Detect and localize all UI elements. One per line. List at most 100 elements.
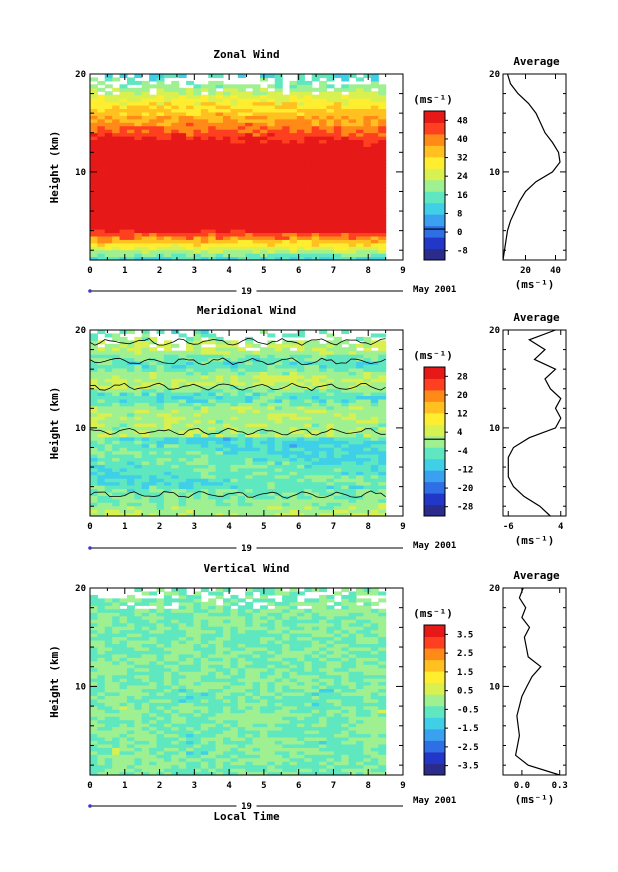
heatmap-cell	[112, 194, 121, 199]
heatmap-cell	[348, 184, 357, 189]
heatmap-cell	[259, 149, 268, 154]
heatmap-cell	[245, 416, 254, 421]
heatmap-cell	[341, 385, 350, 390]
heatmap-cell	[149, 660, 158, 665]
heatmap-cell	[356, 194, 365, 199]
heatmap-cell	[134, 177, 143, 182]
heatmap-cell	[208, 215, 217, 220]
heatmap-cell	[112, 598, 121, 603]
heatmap-cell	[267, 392, 276, 397]
heatmap-cell	[348, 173, 357, 178]
heatmap-cell	[370, 132, 379, 137]
heatmap-cell	[126, 705, 135, 710]
heatmap-cell	[223, 443, 232, 448]
heatmap-cell	[126, 768, 135, 773]
heatmap-cell	[171, 488, 180, 493]
heatmap-cell	[178, 478, 187, 483]
heatmap-cell	[104, 246, 113, 251]
heatmap-cell	[97, 743, 106, 748]
heatmap-cell	[319, 191, 328, 196]
heatmap-cell	[97, 671, 106, 676]
heatmap-cell	[119, 657, 128, 662]
heatmap-cell	[311, 239, 320, 244]
heatmap-cell	[289, 426, 298, 431]
heatmap-cell	[333, 98, 342, 103]
heatmap-cell	[119, 336, 128, 341]
heatmap-cell	[104, 716, 113, 721]
heatmap-cell	[171, 187, 180, 192]
heatmap-cell	[186, 122, 195, 127]
heatmap-cell	[333, 364, 342, 369]
heatmap-cell	[237, 198, 246, 203]
heatmap-cell	[156, 218, 165, 223]
heatmap-cell	[223, 429, 232, 434]
heatmap-cell	[311, 173, 320, 178]
heatmap-cell	[171, 222, 180, 227]
heatmap-cell	[200, 395, 209, 400]
heatmap-cell	[348, 94, 357, 99]
heatmap-cell	[252, 170, 261, 175]
heatmap-cell	[149, 736, 158, 741]
heatmap-cell	[230, 392, 239, 397]
heatmap-cell	[97, 402, 106, 407]
heatmap-cell	[126, 132, 135, 137]
heatmap-cell	[319, 502, 328, 507]
heatmap-cell	[356, 457, 365, 462]
heatmap-cell	[186, 498, 195, 503]
heatmap-cell	[186, 153, 195, 158]
heatmap-cell	[104, 118, 113, 123]
heatmap-cell	[326, 426, 335, 431]
heatmap-cell	[104, 385, 113, 390]
heatmap-cell	[311, 198, 320, 203]
heatmap-cell	[90, 474, 98, 479]
heatmap-cell	[156, 388, 165, 393]
heatmap-cell	[378, 98, 387, 103]
heatmap-cell	[311, 118, 320, 123]
heatmap-cell	[341, 177, 350, 182]
heatmap-cell	[193, 204, 202, 209]
heatmap-cell	[163, 481, 172, 486]
heatmap-cell	[90, 208, 98, 213]
heatmap-cell	[156, 650, 165, 655]
heatmap-cell	[230, 460, 239, 465]
heatmap-cell	[341, 211, 350, 216]
heatmap-cell	[363, 167, 372, 172]
heatmap-cell	[333, 136, 342, 141]
heatmap-cell	[363, 253, 372, 258]
heatmap-cell	[215, 412, 224, 417]
heatmap-cell	[119, 491, 128, 496]
heatmap-cell	[333, 204, 342, 209]
heatmap-cell	[333, 187, 342, 192]
heatmap-cell	[282, 187, 291, 192]
heatmap-cell	[304, 460, 313, 465]
heatmap-cell	[230, 340, 239, 345]
heatmap-cell	[348, 211, 357, 216]
heatmap-cell	[186, 340, 195, 345]
heatmap-cell	[119, 125, 128, 130]
heatmap-cell	[126, 180, 135, 185]
heatmap-cell	[112, 768, 121, 773]
heatmap-cell	[200, 242, 209, 247]
heatmap-cell	[208, 450, 217, 455]
heatmap-cell	[186, 457, 195, 462]
heatmap-cell	[171, 149, 180, 154]
heatmap-cell	[267, 388, 276, 393]
heatmap-cell	[126, 598, 135, 603]
heatmap-cell	[282, 142, 291, 147]
heatmap-cell	[163, 447, 172, 452]
heatmap-cell	[171, 443, 180, 448]
heatmap-cell	[134, 688, 143, 693]
heatmap-cell	[237, 402, 246, 407]
heatmap-cell	[259, 139, 268, 144]
heatmap-cell	[267, 242, 276, 247]
heatmap-cell	[356, 108, 365, 113]
heatmap-cell	[104, 471, 113, 476]
heatmap-cell	[171, 80, 180, 85]
heatmap-cell	[282, 256, 291, 261]
heatmap-cell	[200, 367, 209, 372]
heatmap-cell	[112, 650, 121, 655]
heatmap-cell	[378, 488, 387, 493]
heatmap-cell	[90, 381, 98, 386]
heatmap-cell	[178, 229, 187, 234]
heatmap-cell	[319, 246, 328, 251]
